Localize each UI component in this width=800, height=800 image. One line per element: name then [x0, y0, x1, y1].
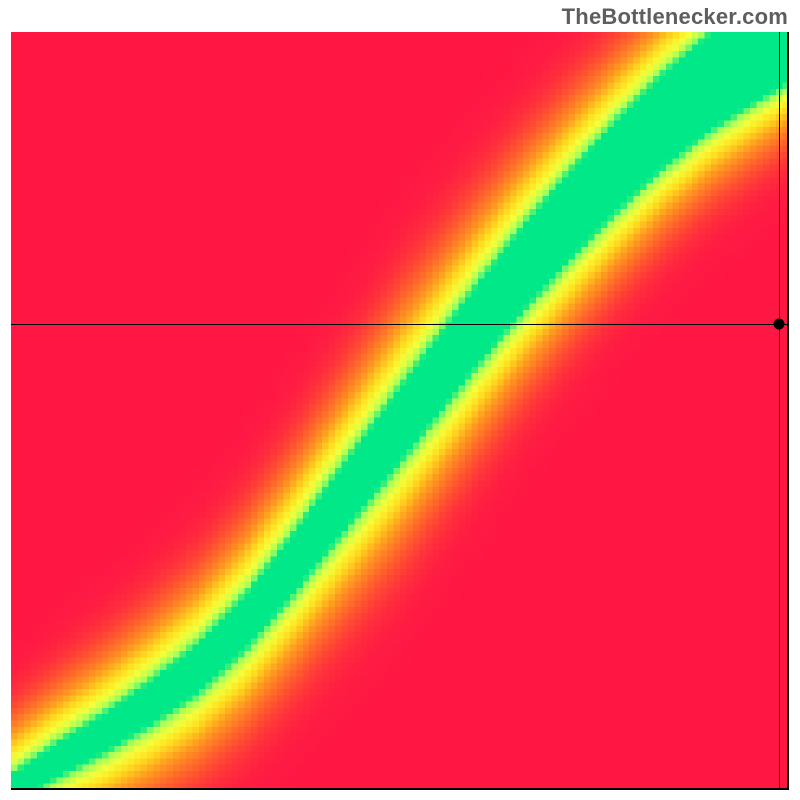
x-axis-bottom — [11, 788, 789, 790]
crosshair-horizontal — [11, 324, 789, 325]
crosshair-vertical — [779, 32, 780, 790]
bottleneck-heatmap — [11, 32, 789, 790]
plot-area — [11, 32, 789, 790]
figure-root: TheBottlenecker.com — [0, 0, 800, 800]
y-axis-right — [787, 32, 789, 790]
crosshair-marker — [773, 318, 784, 329]
watermark-text: TheBottlenecker.com — [562, 4, 788, 30]
